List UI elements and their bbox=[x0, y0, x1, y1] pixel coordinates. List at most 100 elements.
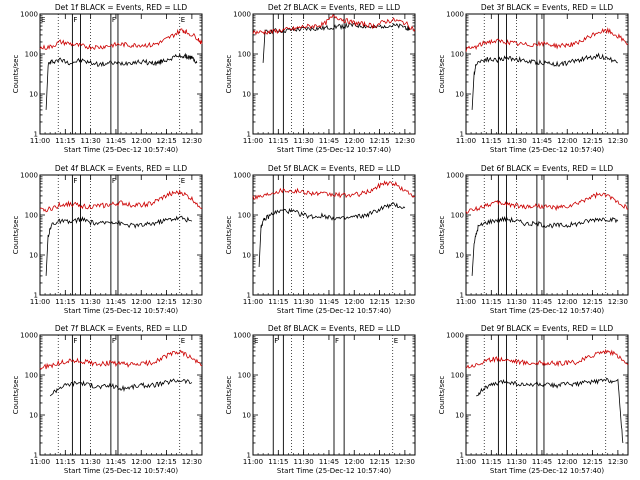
marker-label: F bbox=[73, 16, 77, 24]
panel-title: Det 5f BLACK = Events, RED = LLD bbox=[268, 164, 401, 173]
x-tick-label: 11:45 bbox=[106, 458, 126, 466]
x-axis-label: Start Time (25-Dec-12 10:57:40) bbox=[277, 146, 391, 154]
y-axis-label: Counts/sec bbox=[225, 376, 233, 415]
y-tick-label: 1 bbox=[34, 292, 38, 300]
x-tick-label: 12:00 bbox=[344, 298, 364, 306]
y-tick-label: 100 bbox=[451, 51, 464, 59]
y-tick-label: 100 bbox=[451, 212, 464, 220]
y-tick-label: 1 bbox=[247, 452, 251, 460]
series-line-events bbox=[45, 215, 193, 276]
y-tick-label: 1000 bbox=[20, 172, 38, 180]
panel-2: Det 2f BLACK = Events, RED = LLD 1 10 100 10… bbox=[225, 3, 416, 154]
x-tick-label: 11:45 bbox=[532, 298, 552, 306]
y-tick-label: 100 bbox=[25, 372, 38, 380]
x-tick-label: 11:15 bbox=[268, 458, 288, 466]
y-tick-label: 1 bbox=[34, 131, 38, 139]
x-tick-label: 12:30 bbox=[608, 458, 628, 466]
x-axis-label: Start Time (25-Dec-12 10:57:40) bbox=[64, 307, 178, 315]
y-tick-label: 100 bbox=[25, 212, 38, 220]
marker-label: F bbox=[73, 177, 77, 185]
x-tick-label: 11:45 bbox=[319, 137, 339, 145]
x-tick-label: 11:45 bbox=[532, 458, 552, 466]
series-line-lld bbox=[252, 180, 416, 200]
x-tick-label: 12:00 bbox=[344, 458, 364, 466]
series-line-events bbox=[471, 52, 619, 110]
marker-label: F bbox=[335, 337, 339, 345]
x-tick-label: 11:00 bbox=[30, 458, 50, 466]
panel-3: Det 3f BLACK = Events, RED = LLD 1 10 100 10… bbox=[438, 3, 629, 154]
y-tick-label: 1 bbox=[247, 131, 251, 139]
x-tick-label: 11:00 bbox=[456, 458, 476, 466]
x-tick-label: 12:00 bbox=[131, 458, 151, 466]
x-tick-label: 11:15 bbox=[268, 298, 288, 306]
y-axis-label: Counts/sec bbox=[225, 216, 233, 255]
y-axis-label: Counts/sec bbox=[438, 376, 446, 415]
panel-4: Det 4f BLACK = Events, RED = LLD 1 10 100 10… bbox=[12, 164, 203, 315]
x-tick-label: 11:00 bbox=[456, 298, 476, 306]
y-tick-label: 10 bbox=[29, 252, 38, 260]
y-tick-label: 1 bbox=[460, 452, 464, 460]
panel-5: Det 5f BLACK = Events, RED = LLD 1 10 100 10… bbox=[225, 164, 416, 315]
series-line-events bbox=[471, 215, 619, 276]
marker-label: F bbox=[73, 337, 77, 345]
x-tick-label: 11:45 bbox=[319, 458, 339, 466]
x-tick-label: 11:30 bbox=[81, 298, 101, 306]
x-tick-label: 12:15 bbox=[369, 137, 389, 145]
panel-6: Det 6f BLACK = Events, RED = LLD 1 10 100 10… bbox=[438, 164, 629, 315]
x-tick-label: 12:30 bbox=[182, 458, 202, 466]
x-tick-label: 11:15 bbox=[55, 137, 75, 145]
x-axis-label: Start Time (25-Dec-12 10:57:40) bbox=[277, 467, 391, 475]
marker-label: E bbox=[254, 337, 258, 345]
x-tick-label: 11:45 bbox=[106, 137, 126, 145]
x-tick-label: 12:15 bbox=[582, 137, 602, 145]
x-tick-label: 12:00 bbox=[131, 298, 151, 306]
x-tick-label: 12:15 bbox=[369, 458, 389, 466]
series-line-events bbox=[258, 202, 406, 268]
y-axis-label: Counts/sec bbox=[438, 55, 446, 94]
y-axis-label: Counts/sec bbox=[12, 216, 20, 255]
panel-1: Det 1f BLACK = Events, RED = LLD 1 10 100 10… bbox=[12, 3, 203, 154]
x-axis-label: Start Time (25-Dec-12 10:57:40) bbox=[490, 146, 604, 154]
x-tick-label: 12:30 bbox=[395, 298, 415, 306]
x-tick-label: 12:30 bbox=[182, 298, 202, 306]
x-tick-label: 11:30 bbox=[294, 137, 314, 145]
marker-label: F bbox=[112, 16, 116, 24]
x-tick-label: 11:15 bbox=[481, 298, 501, 306]
y-tick-label: 10 bbox=[29, 412, 38, 420]
y-tick-label: 1000 bbox=[20, 332, 38, 340]
x-tick-label: 11:15 bbox=[481, 458, 501, 466]
y-axis-label: Counts/sec bbox=[438, 216, 446, 255]
y-axis-label: Counts/sec bbox=[12, 376, 20, 415]
x-tick-label: 12:30 bbox=[182, 137, 202, 145]
marker-label: E bbox=[181, 337, 185, 345]
panel-8: Det 8f BLACK = Events, RED = LLD 1 10 100 10… bbox=[225, 324, 416, 475]
panel-title: Det 7f BLACK = Events, RED = LLD bbox=[55, 324, 188, 333]
series-line-lld bbox=[465, 191, 629, 215]
y-tick-label: 1 bbox=[460, 292, 464, 300]
x-tick-label: 11:15 bbox=[268, 137, 288, 145]
x-tick-label: 11:15 bbox=[55, 458, 75, 466]
panel-title: Det 3f BLACK = Events, RED = LLD bbox=[481, 3, 614, 12]
panel-9: Det 9f BLACK = Events, RED = LLD 1 10 100 10… bbox=[438, 324, 629, 475]
x-tick-label: 11:30 bbox=[294, 458, 314, 466]
y-tick-label: 1 bbox=[247, 292, 251, 300]
panel-7: Det 7f BLACK = Events, RED = LLD 1 10 100 10… bbox=[12, 324, 203, 475]
x-tick-label: 11:00 bbox=[30, 137, 50, 145]
marker-label: E bbox=[41, 16, 45, 24]
y-axis-label: Counts/sec bbox=[12, 55, 20, 94]
panel-title: Det 9f BLACK = Events, RED = LLD bbox=[481, 324, 614, 333]
panel-title: Det 6f BLACK = Events, RED = LLD bbox=[481, 164, 614, 173]
y-tick-label: 100 bbox=[451, 372, 464, 380]
x-tick-label: 11:15 bbox=[55, 298, 75, 306]
y-tick-label: 100 bbox=[238, 212, 251, 220]
x-tick-label: 11:30 bbox=[81, 137, 101, 145]
x-tick-label: 12:15 bbox=[156, 298, 176, 306]
x-tick-label: 11:00 bbox=[243, 458, 263, 466]
x-axis-label: Start Time (25-Dec-12 10:57:40) bbox=[64, 467, 178, 475]
y-tick-label: 10 bbox=[242, 412, 251, 420]
y-axis-label: Counts/sec bbox=[225, 55, 233, 94]
panel-title: Det 1f BLACK = Events, RED = LLD bbox=[55, 3, 188, 12]
panel-title: Det 4f BLACK = Events, RED = LLD bbox=[55, 164, 188, 173]
y-tick-label: 1000 bbox=[233, 172, 251, 180]
